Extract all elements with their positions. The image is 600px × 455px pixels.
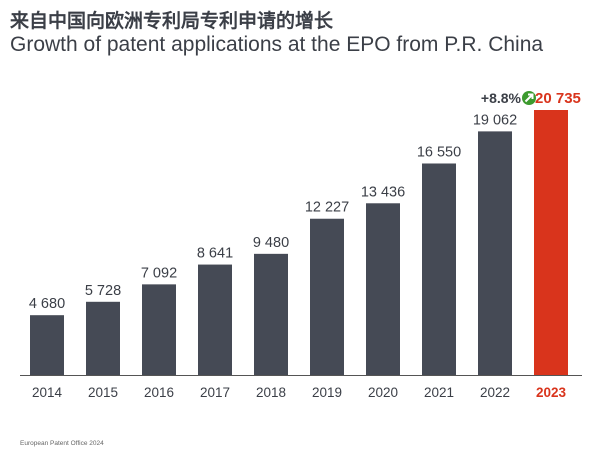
- x-tick-2014: 2014: [32, 385, 63, 400]
- bar-2021: [422, 163, 456, 375]
- x-tick-2018: 2018: [256, 385, 286, 400]
- x-tick-2023: 2023: [536, 385, 567, 400]
- value-label-2020: 13 436: [361, 184, 405, 200]
- bar-2018: [254, 253, 288, 375]
- footer-source: European Patent Office 2024: [20, 440, 104, 447]
- value-label-2021: 16 550: [417, 144, 461, 160]
- value-label-2017: 8 641: [197, 246, 233, 262]
- chart-title-chinese: 来自中国向欧洲专利局专利申请的增长: [10, 10, 334, 32]
- bar-2020: [366, 203, 400, 375]
- x-tick-2022: 2022: [480, 385, 510, 400]
- bar-2019: [310, 218, 344, 375]
- x-tick-2019: 2019: [312, 385, 342, 400]
- bar-2017: [198, 264, 232, 375]
- value-label-2019: 12 227: [305, 200, 349, 216]
- value-label-2022: 19 062: [473, 112, 517, 128]
- arrow-glyph: [524, 93, 534, 103]
- x-tick-2015: 2015: [88, 385, 118, 400]
- x-tick-2020: 2020: [368, 385, 398, 400]
- value-label-2016: 7 092: [141, 265, 177, 281]
- bar-2022: [478, 131, 512, 375]
- value-label-2015: 5 728: [85, 283, 121, 299]
- growth-annotation: +8.8%: [481, 90, 522, 106]
- x-tick-2016: 2016: [144, 385, 174, 400]
- x-tick-2017: 2017: [200, 385, 230, 400]
- chart-title-english: Growth of patent applications at the EPO…: [10, 33, 544, 56]
- bar-2016: [142, 284, 176, 375]
- value-label-2018: 9 480: [253, 235, 289, 251]
- value-label-2023: 20 735: [535, 90, 581, 107]
- x-tick-2021: 2021: [424, 385, 454, 400]
- bar-2023: [534, 110, 568, 375]
- bar-2015: [86, 301, 120, 375]
- bar-2014: [30, 315, 64, 375]
- value-label-2014: 4 680: [29, 296, 65, 312]
